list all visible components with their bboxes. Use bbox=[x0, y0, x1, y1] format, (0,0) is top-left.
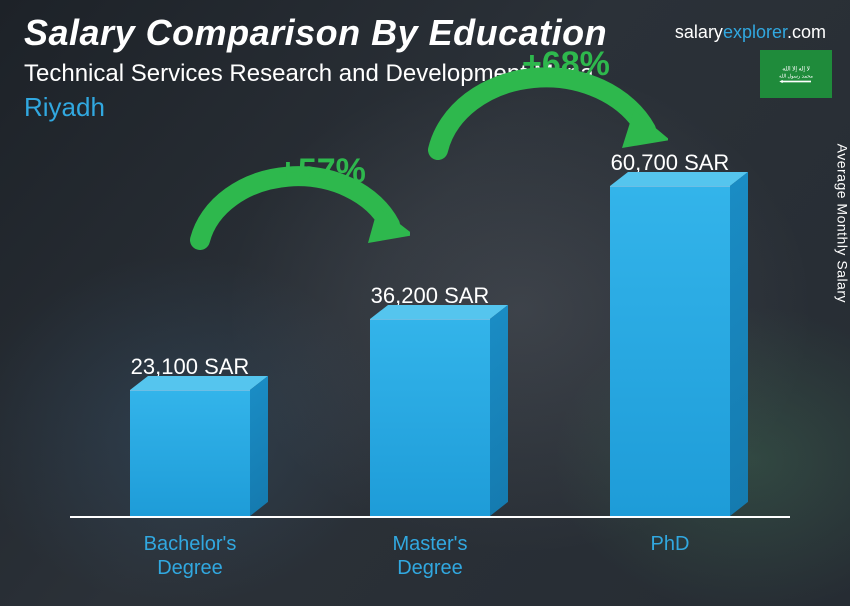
bar-top-cap bbox=[370, 305, 508, 319]
bar-chart: +57% +68% 23,100 SAR 36,200 SAR 60,700 S… bbox=[70, 140, 790, 588]
bar-top-cap bbox=[130, 376, 268, 390]
bar-masters: 36,200 SAR bbox=[340, 283, 520, 516]
bars-container: 23,100 SAR 36,200 SAR 60,700 SAR bbox=[70, 156, 790, 516]
bar-front bbox=[370, 319, 490, 516]
x-label-phd: PhD bbox=[580, 532, 760, 580]
brand-part-1: salary bbox=[675, 22, 723, 42]
bar-side bbox=[730, 172, 748, 516]
bar-bachelors: 23,100 SAR bbox=[100, 354, 280, 516]
increase-label-2: +68% bbox=[522, 45, 610, 84]
x-label-text: Bachelor's Degree bbox=[144, 533, 237, 579]
chart-baseline bbox=[70, 516, 790, 518]
increase-arrow-2 bbox=[408, 20, 668, 170]
x-axis-labels: Bachelor's Degree Master's Degree PhD bbox=[70, 532, 790, 580]
flag-icon: لا إله إلا الله محمد رسول الله bbox=[760, 50, 832, 98]
x-label-text: Master's Degree bbox=[393, 533, 468, 579]
x-label-text: PhD bbox=[651, 533, 690, 555]
brand-part-3: .com bbox=[787, 22, 826, 42]
svg-text:محمد رسول الله: محمد رسول الله bbox=[779, 73, 813, 79]
bar-front bbox=[610, 186, 730, 516]
x-label-bachelors: Bachelor's Degree bbox=[100, 532, 280, 580]
brand-logo: salaryexplorer.com bbox=[675, 22, 826, 43]
brand-part-2: explorer bbox=[723, 22, 787, 42]
y-axis-label: Average Monthly Salary bbox=[834, 144, 850, 303]
bar-top-cap bbox=[610, 172, 748, 186]
bar-front bbox=[130, 390, 250, 516]
bar-side bbox=[250, 376, 268, 516]
bar-phd: 60,700 SAR bbox=[580, 150, 760, 516]
x-label-masters: Master's Degree bbox=[340, 532, 520, 580]
svg-text:لا إله إلا الله: لا إله إلا الله bbox=[782, 66, 810, 73]
bar-side bbox=[490, 305, 508, 516]
